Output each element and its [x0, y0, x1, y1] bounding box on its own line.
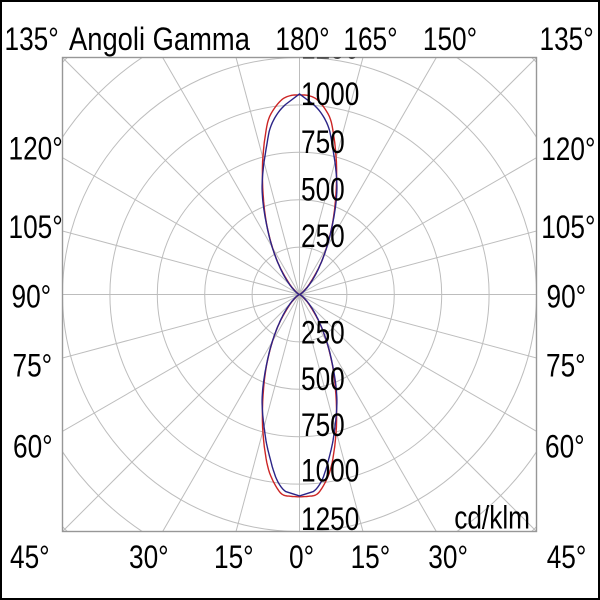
svg-text:250: 250: [301, 316, 345, 351]
svg-text:1000: 1000: [301, 78, 359, 113]
svg-text:15°: 15°: [351, 541, 391, 576]
svg-text:135°: 135°: [540, 23, 594, 58]
svg-text:60°: 60°: [545, 430, 585, 465]
svg-text:150°: 150°: [423, 23, 477, 58]
svg-text:45°: 45°: [547, 541, 587, 576]
svg-text:165°: 165°: [343, 23, 397, 58]
svg-text:45°: 45°: [10, 541, 50, 576]
svg-text:250: 250: [301, 220, 345, 255]
svg-text:500: 500: [301, 173, 345, 208]
svg-text:1000: 1000: [301, 454, 359, 489]
svg-text:60°: 60°: [13, 430, 53, 465]
svg-text:120°: 120°: [9, 132, 63, 167]
svg-text:90°: 90°: [547, 280, 587, 315]
svg-text:30°: 30°: [129, 541, 169, 576]
svg-text:180°: 180°: [275, 23, 329, 58]
svg-text:Angoli Gamma: Angoli Gamma: [69, 22, 250, 57]
svg-text:750: 750: [301, 126, 345, 161]
svg-text:90°: 90°: [12, 280, 52, 315]
svg-text:75°: 75°: [13, 349, 53, 384]
svg-text:30°: 30°: [428, 541, 468, 576]
svg-text:cd/klm: cd/klm: [454, 501, 530, 536]
svg-text:120°: 120°: [541, 133, 595, 168]
svg-text:500: 500: [301, 363, 345, 398]
svg-text:15°: 15°: [214, 541, 254, 576]
svg-text:1250: 1250: [301, 31, 359, 66]
svg-text:75°: 75°: [546, 349, 586, 384]
svg-text:0°: 0°: [289, 541, 314, 576]
svg-text:750: 750: [301, 409, 345, 444]
svg-text:135°: 135°: [5, 23, 59, 58]
svg-text:105°: 105°: [541, 211, 595, 246]
svg-text:105°: 105°: [9, 211, 63, 246]
svg-text:1250: 1250: [301, 503, 359, 538]
